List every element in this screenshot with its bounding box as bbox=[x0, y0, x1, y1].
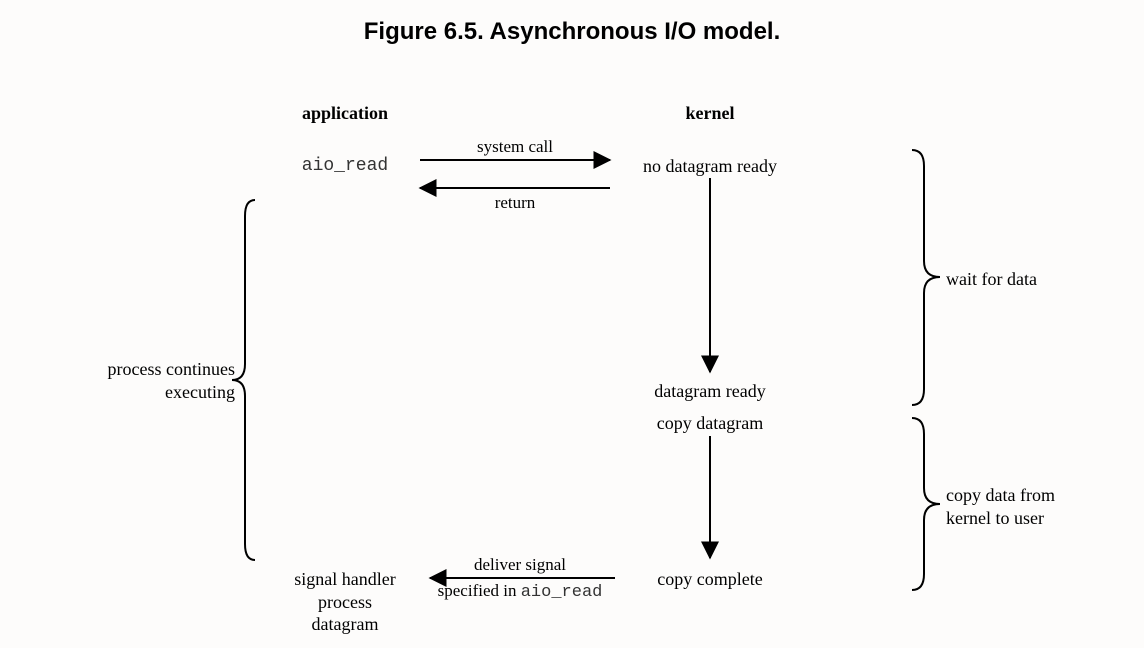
brace-label-wait-for-data: wait for data bbox=[946, 268, 1126, 291]
deliver-signal-mono: aio_read bbox=[521, 583, 603, 602]
column-header-application: application bbox=[265, 102, 425, 125]
brace-right-bottom bbox=[912, 418, 940, 590]
column-header-kernel: kernel bbox=[630, 102, 790, 125]
figure-title: Figure 6.5. Asynchronous I/O model. bbox=[0, 18, 1144, 46]
node-signal-handler: signal handler process datagram bbox=[265, 568, 425, 636]
node-datagram-ready: datagram ready bbox=[610, 380, 810, 403]
arrow-label-deliver-signal-top: deliver signal bbox=[425, 554, 615, 575]
deliver-signal-prefix: specified in bbox=[438, 581, 521, 600]
arrow-label-system-call: system call bbox=[420, 136, 610, 157]
node-no-datagram-ready: no datagram ready bbox=[610, 155, 810, 178]
brace-left bbox=[232, 200, 255, 560]
node-aio-read: aio_read bbox=[265, 155, 425, 178]
node-copy-datagram: copy datagram bbox=[610, 412, 810, 435]
brace-label-process-continues: process continues executing bbox=[70, 358, 235, 403]
node-copy-complete: copy complete bbox=[610, 568, 810, 591]
diagram-svg bbox=[0, 0, 1144, 648]
brace-right-top bbox=[912, 150, 940, 405]
arrow-label-return: return bbox=[420, 192, 610, 213]
brace-label-copy-data: copy data from kernel to user bbox=[946, 484, 1136, 529]
arrow-label-deliver-signal-bottom: specified in aio_read bbox=[410, 580, 630, 603]
